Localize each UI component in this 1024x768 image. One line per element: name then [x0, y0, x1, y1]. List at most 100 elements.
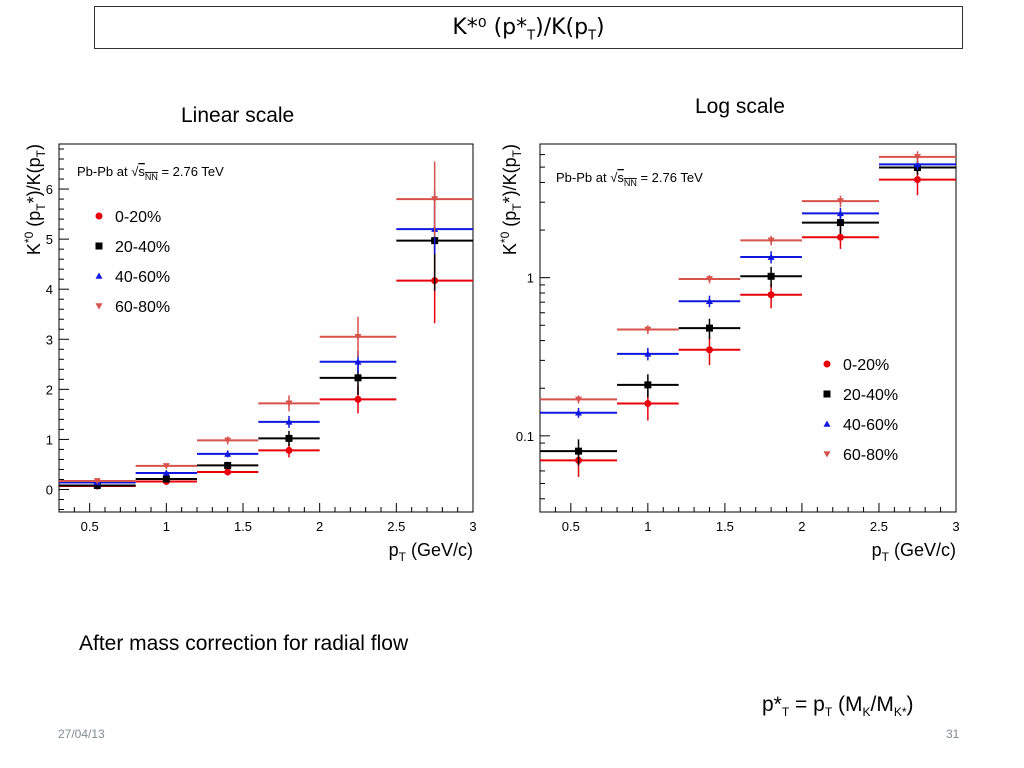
- data-point: [644, 326, 652, 334]
- data-point: [285, 434, 293, 442]
- data-point: [431, 196, 439, 203]
- slide-date: 27/04/13: [58, 727, 105, 741]
- data-point: [162, 463, 170, 470]
- data-point: [285, 418, 293, 425]
- data-point: [224, 468, 232, 476]
- title-part: ): [596, 15, 605, 40]
- data-point: [95, 272, 103, 279]
- data-point: [224, 437, 232, 444]
- legend-label: 40-60%: [843, 417, 898, 434]
- x-axis-title: pT (GeV/c): [389, 540, 473, 564]
- data-point: [823, 360, 831, 368]
- slide-number: 31: [946, 727, 960, 741]
- plot-frame: [539, 143, 957, 513]
- data-point: [93, 481, 101, 489]
- data-point: [644, 350, 652, 357]
- data-point: [224, 461, 232, 469]
- collision-annotation: Pb-Pb at √sNN = 2.76 TeV: [77, 164, 224, 182]
- formula-part: = p: [789, 693, 825, 716]
- linear-chart: 0.5 1 1.5 2 2.5 3 0 1 2 3 4 5 6 pT (GeV/c) K*0 (pT*)/K…: [22, 143, 477, 564]
- formula-part: ): [906, 693, 914, 716]
- data-point: [95, 212, 103, 220]
- legend-label: 60-80%: [115, 299, 170, 316]
- legend-label: 0-20%: [115, 209, 161, 226]
- data-point: [705, 276, 713, 283]
- x-tick-label: 0.5: [81, 519, 99, 534]
- data-point: [162, 475, 170, 483]
- data-point: [913, 154, 921, 161]
- data-point: [823, 451, 831, 458]
- caption-log: Log scale: [695, 95, 785, 118]
- y-tick-label: 5: [46, 232, 53, 247]
- formula-sub: K*: [893, 705, 907, 720]
- x-tick-label: 1.5: [234, 519, 252, 534]
- title-part: )/K(p: [535, 15, 589, 40]
- y-tick-label: 1: [527, 271, 534, 286]
- title-sub: T: [527, 28, 536, 44]
- y-tick-label: 4: [46, 282, 53, 297]
- x-axis-title: pT (GeV/c): [872, 540, 956, 564]
- formula-part: p*: [762, 693, 782, 716]
- formula-sub: T: [781, 705, 790, 720]
- legend-label: 0-20%: [843, 357, 889, 374]
- x-tick-label: 0.5: [562, 519, 580, 534]
- slide-title: K*⁰ (p*T)/K(pT): [94, 6, 963, 49]
- data-point: [705, 324, 713, 332]
- data-point: [644, 400, 652, 408]
- data-point: [224, 450, 232, 457]
- formula-sub: K: [862, 705, 871, 720]
- x-tick-label: 1: [163, 519, 170, 534]
- caption-linear: Linear scale: [181, 104, 295, 127]
- data-point: [354, 333, 362, 341]
- y-tick-label: 6: [46, 182, 53, 197]
- x-tick-label: 2.5: [870, 519, 888, 534]
- data-point: [767, 291, 775, 299]
- y-tick-label: 1: [46, 432, 53, 447]
- data-point: [575, 409, 583, 416]
- data-point: [823, 420, 831, 427]
- mass-correction-formula: p*T = pT (MK/MK*): [762, 693, 914, 719]
- data-point: [823, 390, 831, 398]
- x-tick-label: 2: [798, 519, 805, 534]
- x-tick-label: 1: [644, 519, 651, 534]
- data-point: [354, 395, 362, 403]
- data-point: [644, 381, 652, 389]
- data-point: [836, 219, 844, 227]
- collision-annotation: Pb-Pb at √sNN = 2.76 TeV: [556, 170, 703, 188]
- data-point: [95, 242, 103, 250]
- data-point: [285, 446, 293, 454]
- title-sub: T: [588, 28, 597, 44]
- formula-sub: T: [824, 705, 833, 720]
- y-tick-label: 3: [46, 332, 53, 347]
- legend-label: 20-40%: [843, 387, 898, 404]
- x-tick-label: 1.5: [716, 519, 734, 534]
- log-chart: 0.5 1 1.5 2 2.5 3 0.1 1 pT (GeV/c) K*0 (pT*)/K(pT…: [498, 143, 960, 564]
- data-point: [93, 478, 101, 485]
- y-axis-title: K*0 (pT*)/K(pT): [498, 144, 524, 255]
- x-tick-label: 2: [316, 519, 323, 534]
- data-point: [575, 396, 583, 403]
- data-point: [836, 198, 844, 205]
- data-point: [913, 176, 921, 184]
- formula-part: /M: [870, 693, 894, 716]
- data-point: [913, 160, 921, 168]
- data-point: [705, 297, 713, 304]
- data-point: [836, 233, 844, 241]
- y-tick-label: 2: [46, 382, 53, 397]
- data-point: [767, 237, 775, 244]
- data-point: [767, 272, 775, 280]
- data-point: [767, 253, 775, 260]
- x-tick-label: 2.5: [387, 519, 405, 534]
- x-tick-label: 3: [469, 519, 476, 534]
- plot-frame: [58, 143, 474, 513]
- data-point: [354, 374, 362, 382]
- title-part: K*⁰ (p*: [452, 15, 528, 40]
- y-tick-label: 0: [46, 482, 53, 497]
- data-point: [285, 400, 293, 407]
- formula-part: (M: [832, 693, 863, 716]
- data-point: [162, 469, 170, 476]
- y-axis-title: K*0 (pT*)/K(pT): [22, 144, 48, 255]
- data-point: [354, 358, 362, 365]
- data-point: [95, 303, 103, 310]
- data-point: [836, 209, 844, 217]
